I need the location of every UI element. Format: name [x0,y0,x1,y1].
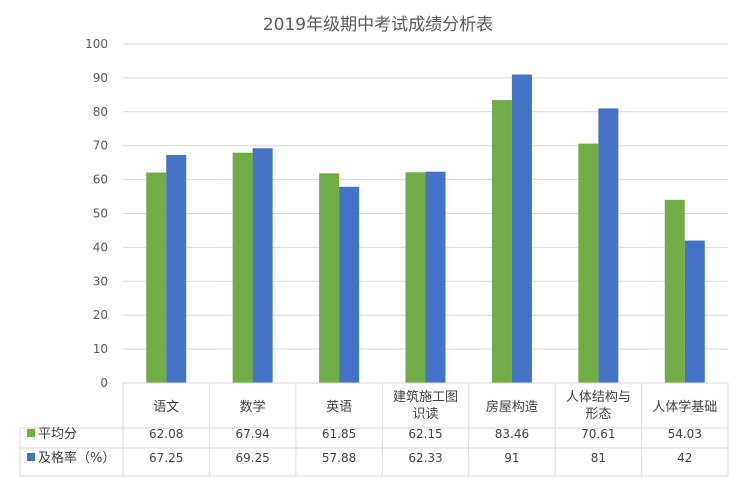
y-tick-label: 10 [93,342,108,356]
y-tick-label: 50 [93,207,108,221]
bar-pass-6 [684,240,705,383]
data-cell: 81 [591,451,606,465]
bar-pass-2 [339,186,360,383]
category-label: 语文 [153,400,179,415]
category-label: 人体结构与 [566,390,631,405]
y-tick-label: 80 [93,105,108,119]
data-cell: 62.15 [408,427,442,441]
data-cell: 67.94 [235,427,269,441]
chart-title: 2019年级期中考试成绩分析表 [262,15,494,35]
legend-key-1 [27,453,35,461]
category-label: 形态 [585,407,611,422]
data-cell: 70.61 [581,427,615,441]
bar-pass-4 [511,74,532,383]
data-cell: 83.46 [495,427,529,441]
category-label: 房屋构造 [486,399,538,415]
y-tick-label: 100 [85,37,108,51]
category-label: 建筑施工图 [393,389,458,405]
category-label: 识读 [412,407,438,422]
data-cell: 67.25 [149,451,183,465]
y-tick-label: 60 [93,173,108,187]
data-cell: 42 [677,451,692,465]
data-cell: 91 [504,451,519,465]
data-cell: 61.85 [322,427,356,441]
data-cell: 62.33 [408,451,442,465]
y-tick-label: 90 [93,71,108,85]
category-label: 英语 [326,400,352,415]
legend-label: 及格率（%） [38,450,115,466]
bar-avg-0 [146,172,167,383]
bar-avg-6 [664,199,685,383]
data-cell: 69.25 [235,451,269,465]
legend-key-0 [27,429,35,437]
data-cell: 62.08 [149,427,183,441]
bar-avg-1 [232,152,253,383]
y-tick-label: 20 [93,308,108,322]
bar-avg-2 [319,173,340,383]
y-tick-label: 0 [100,376,108,390]
y-tick-label: 40 [93,240,108,254]
bar-avg-5 [578,143,599,383]
category-label: 人体学基础 [652,399,717,415]
bar-pass-1 [252,148,273,383]
y-tick-label: 70 [93,139,108,153]
y-tick-label: 30 [93,274,108,288]
legend-label: 平均分 [38,427,77,442]
bar-pass-0 [166,155,187,383]
data-cell: 57.88 [322,451,356,465]
data-cell: 54.03 [668,427,702,441]
bar-pass-5 [598,108,619,383]
category-label: 数学 [240,399,266,415]
bar-avg-3 [405,172,426,383]
bar-avg-4 [491,100,512,383]
bar-pass-3 [425,171,446,383]
